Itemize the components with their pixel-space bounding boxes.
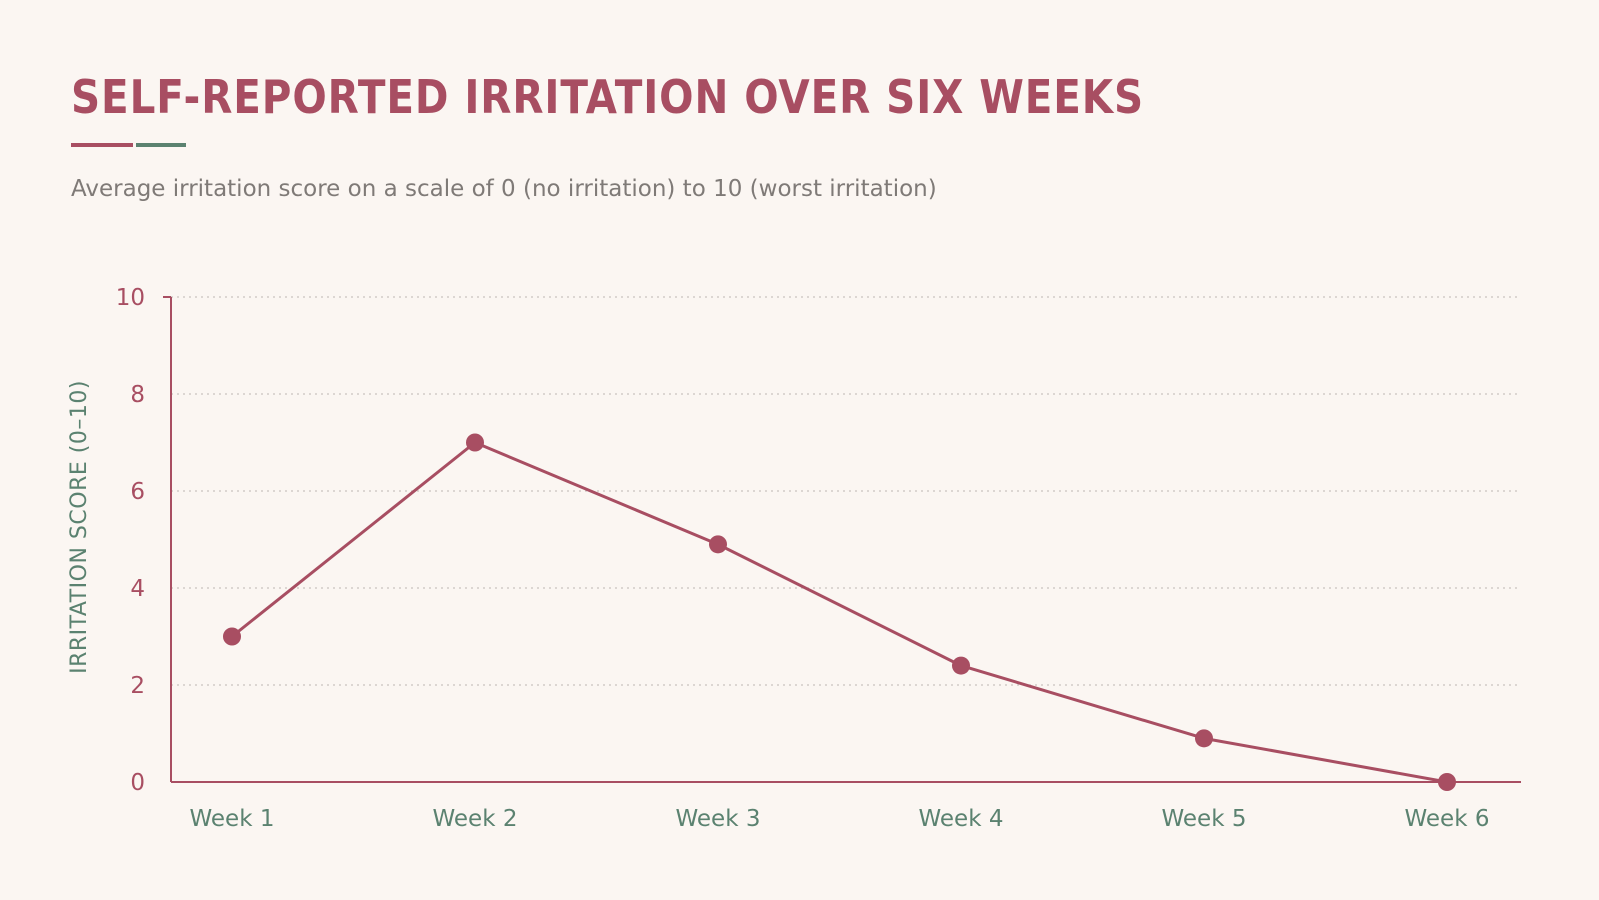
data-point-week-4	[952, 656, 970, 675]
x-tick-week-4: Week 4	[919, 806, 1004, 832]
data-point-week-5	[1195, 729, 1213, 748]
title-underline-red	[71, 143, 133, 147]
gridlines	[171, 296, 1521, 686]
x-tick-labels: Week 1 Week 2 Week 3 Week 4 Week 5 Week 6	[190, 806, 1490, 832]
y-tick-6: 6	[130, 479, 145, 505]
y-tick-2: 2	[130, 673, 145, 699]
data-point-week-2	[466, 433, 484, 452]
data-point-week-6	[1438, 773, 1456, 791]
data-point-week-3	[709, 535, 727, 554]
chart-title: SELF-REPORTED IRRITATION OVER SIX WEEKS	[71, 70, 1145, 124]
x-tick-week-1: Week 1	[190, 806, 275, 832]
y-tick-8: 8	[130, 382, 145, 408]
title-underline-green	[136, 143, 186, 147]
axes	[163, 296, 1521, 783]
series-irritation	[223, 433, 1456, 791]
series-line	[230, 441, 1449, 784]
x-tick-week-2: Week 2	[433, 806, 518, 832]
data-point-week-1	[223, 627, 241, 646]
y-tick-10: 10	[116, 285, 145, 311]
x-tick-week-6: Week 6	[1405, 806, 1490, 832]
y-tick-4: 4	[130, 576, 145, 602]
x-tick-week-3: Week 3	[676, 806, 761, 832]
chart-subtitle: Average irritation score on a scale of 0…	[71, 176, 937, 202]
y-tick-0: 0	[130, 770, 145, 796]
x-tick-week-5: Week 5	[1162, 806, 1247, 832]
y-axis-label: IRRITATION SCORE (0–10)	[67, 380, 92, 674]
y-tick-labels: 0 2 4 6 8 10	[116, 285, 145, 796]
